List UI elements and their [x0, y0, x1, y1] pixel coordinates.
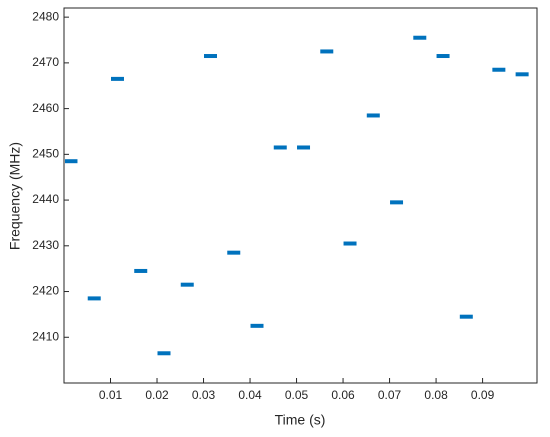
x-tick-label: 0.07 [378, 388, 402, 402]
x-tick-label: 0.04 [238, 388, 262, 402]
x-tick-label: 0.01 [99, 388, 123, 402]
y-tick-label: 2410 [32, 329, 59, 343]
plot-area [63, 7, 538, 384]
x-tick-label: 0.02 [145, 388, 169, 402]
x-tick-label: 0.08 [424, 388, 448, 402]
y-tick-label: 2450 [32, 147, 59, 161]
y-tick-label: 2420 [32, 284, 59, 298]
y-tick-label: 2460 [32, 101, 59, 115]
x-tick-label: 0.06 [331, 388, 355, 402]
x-tick-label: 0.03 [192, 388, 216, 402]
y-tick-label: 2430 [32, 238, 59, 252]
y-tick-label: 2470 [32, 55, 59, 69]
y-tick-label: 2440 [32, 192, 59, 206]
y-axis-label: Frequency (MHz) [7, 142, 23, 250]
x-tick-label: 0.05 [285, 388, 309, 402]
x-axis-label: Time (s) [275, 412, 326, 428]
y-tick-label: 2480 [32, 9, 59, 23]
x-tick-label: 0.09 [471, 388, 495, 402]
